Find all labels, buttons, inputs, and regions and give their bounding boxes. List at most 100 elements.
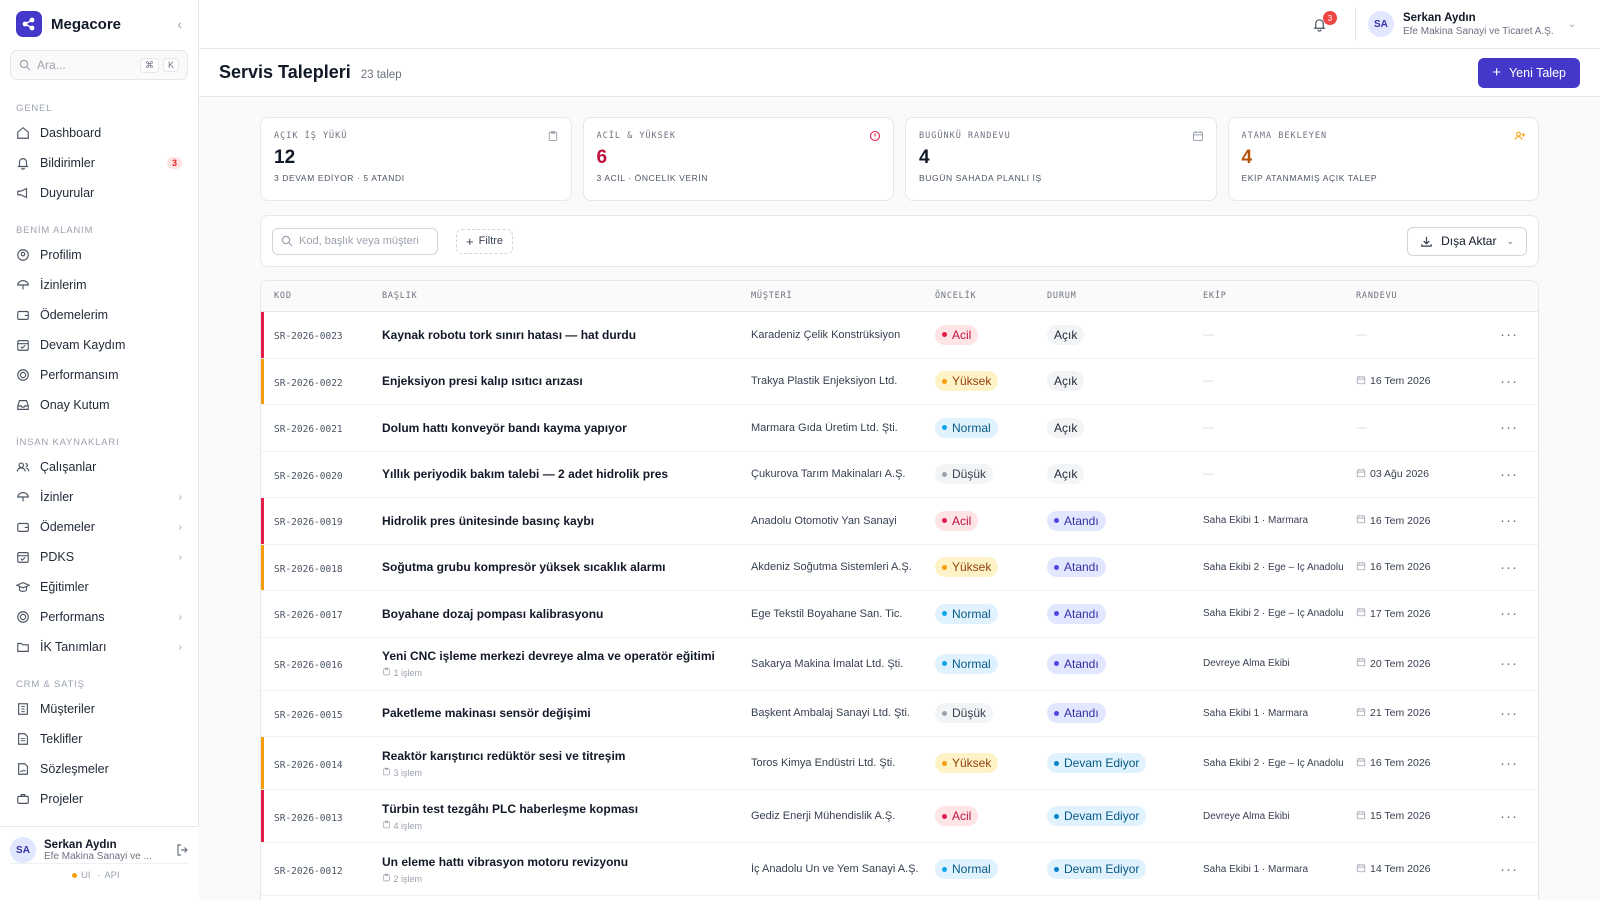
request-title[interactable]: Yeni CNC işleme merkezi devreye alma ve … (382, 649, 715, 663)
table-row[interactable]: SR-2026-0019 Hidrolik pres ünitesinde bas… (261, 498, 1538, 545)
row-actions-icon[interactable]: ··· (1500, 807, 1518, 825)
customer-name: Ege Tekstil Boyahane San. Tic. (751, 607, 903, 620)
sidebar-item[interactable]: Sözleşmeler (0, 754, 198, 784)
request-title[interactable]: Un eleme hattı vibrasyon motoru revizyon… (382, 854, 629, 869)
new-request-button[interactable]: + Yeni Talep (1478, 57, 1580, 88)
calendar-icon (1356, 657, 1370, 670)
request-code[interactable]: SR-2026-0012 (274, 865, 343, 877)
sidebar-item[interactable]: Dashboard (0, 118, 198, 148)
priority-label: Acil (952, 513, 972, 528)
request-title[interactable]: Türbin test tezgâhı PLC haberleşme kopma… (382, 801, 639, 816)
column-header[interactable]: EKİP (1203, 291, 1227, 301)
row-actions-icon[interactable]: ··· (1500, 326, 1518, 344)
column-header[interactable]: BAŞLIK (382, 291, 418, 301)
sidebar-item[interactable]: İK Tanımları › (0, 632, 198, 662)
table-row[interactable]: SR-2026-0022 Enjeksiyon presi kalıp ısıtı… (261, 358, 1538, 405)
row-actions-icon[interactable]: ··· (1500, 372, 1518, 390)
sidebar-item[interactable]: Ödemeler › (0, 512, 198, 542)
collapse-sidebar-chevron-icon[interactable]: ‹ (177, 16, 182, 32)
request-title[interactable]: Kaynak robotu tork sınırı hatası — hat d… (382, 327, 637, 342)
table-row[interactable]: SR-2026-0014 Reaktör karıştırıcı redüktör… (261, 737, 1538, 790)
request-title[interactable]: Boyahane dozaj pompası kalibrasyonu (382, 606, 604, 621)
row-actions-icon[interactable]: ··· (1500, 419, 1518, 437)
sidebar-item[interactable]: Çalışanlar (0, 452, 198, 482)
sidebar-item[interactable]: Profilim (0, 240, 198, 270)
sidebar-item[interactable]: Projeler (0, 784, 198, 814)
row-actions-icon[interactable]: ··· (1500, 655, 1518, 672)
request-title[interactable]: Reaktör karıştırıcı redüktör sesi ve tit… (382, 748, 626, 763)
sidebar-item-label: Projeler (40, 792, 84, 806)
status-label: Açık (1054, 327, 1078, 342)
row-actions-icon[interactable]: ··· (1500, 754, 1518, 772)
request-title[interactable]: Soğutma grubu kompresör yüksek sıcaklık … (382, 560, 666, 575)
sidebar-item[interactable]: Onay Kutum (0, 390, 198, 420)
table-row[interactable]: SR-2026-0023 Kaynak robotu tork sınırı ha… (261, 312, 1538, 359)
request-title[interactable]: Yıllık periyodik bakım talebi — 2 adet h… (382, 467, 669, 482)
logout-icon[interactable] (175, 843, 189, 857)
request-code[interactable]: SR-2026-0013 (274, 812, 343, 824)
sidebar-item[interactable]: Teklifler (0, 724, 198, 754)
request-title[interactable]: Dolum hattı konveyör bandı kayma yapıyor (382, 420, 627, 435)
export-button[interactable]: Dışa Aktar ⌄ (1407, 226, 1527, 256)
request-code[interactable]: SR-2026-0022 (274, 377, 343, 389)
request-code[interactable]: SR-2026-0017 (274, 610, 343, 622)
request-code[interactable]: SR-2026-0016 (274, 660, 343, 671)
table-row[interactable]: SR-2026-0018 Soğutma grubu kompresör yüks… (261, 544, 1538, 591)
notifications-button[interactable]: 3 (1305, 9, 1337, 39)
column-header[interactable]: ÖNCELİK (935, 291, 977, 301)
chevron-right-icon: › (178, 641, 182, 653)
priority-label: Yüksek (952, 374, 992, 389)
sidebar-item[interactable]: Bildirimler 3 (0, 148, 198, 178)
filter-button[interactable]: + Filtre (456, 228, 514, 254)
request-code[interactable]: SR-2026-0014 (274, 759, 343, 771)
table-row[interactable]: SR-2026-0017 Boyahane dozaj pompası kalib… (261, 591, 1538, 638)
user-menu-button[interactable]: SA Serkan Aydın Efe Makina Sanayi ve Tic… (1354, 7, 1576, 41)
row-actions-icon[interactable]: ··· (1500, 558, 1518, 576)
sidebar-item[interactable]: İzinlerim (0, 270, 198, 300)
calendar-icon (1356, 810, 1370, 823)
stat-label: ACİL & YÜKSEK (596, 131, 677, 141)
sidebar-item-label: İK Tanımları (40, 640, 107, 654)
sidebar-item[interactable]: Performans › (0, 602, 198, 632)
request-title[interactable]: Enjeksiyon presi kalıp ısıtıcı arızası (382, 374, 583, 389)
row-actions-icon[interactable]: ··· (1500, 512, 1518, 530)
request-code[interactable]: SR-2026-0018 (274, 563, 343, 575)
table-row[interactable]: SR-2026-0012 Un eleme hattı vibrasyon mot… (261, 843, 1538, 896)
request-code[interactable]: SR-2026-0021 (274, 424, 343, 436)
avatar[interactable]: SA (10, 837, 36, 863)
action-count: 3 işlem (382, 767, 751, 778)
sidebar-item[interactable]: Duyurular (0, 178, 198, 208)
row-actions-icon[interactable]: ··· (1500, 465, 1518, 483)
request-code[interactable]: SR-2026-0023 (274, 331, 343, 343)
table-row[interactable]: SR-2026-0016 Yeni CNC işleme merkezi devr… (261, 638, 1538, 691)
table-row[interactable]: SR-2026-0020 Yıllık periyodik bakım taleb… (261, 452, 1538, 498)
request-code[interactable]: SR-2026-0019 (274, 517, 343, 529)
row-actions-icon[interactable]: ··· (1500, 704, 1518, 722)
column-header[interactable]: KOD (274, 291, 292, 301)
sidebar-item[interactable]: Ödemelerim (0, 300, 198, 330)
table-search-input[interactable]: Kod, başlık veya müşteri (272, 227, 438, 255)
request-title[interactable]: Paketleme makinası sensör değişimi (382, 706, 591, 721)
row-actions-icon[interactable]: ··· (1500, 860, 1518, 878)
table-row[interactable]: SR-2026-0013 Türbin test tezgâhı PLC habe… (261, 790, 1538, 843)
clipboard-icon (382, 767, 391, 778)
sidebar-item-label: İzinlerim (40, 278, 87, 292)
request-code[interactable]: SR-2026-0020 (274, 470, 343, 482)
request-title[interactable]: Hidrolik pres ünitesinde basınç kaybı (382, 513, 595, 528)
table-row[interactable]: SR-2026-0021 Dolum hattı konveyör bandı k… (261, 405, 1538, 452)
stat-value: 12 (274, 147, 296, 168)
row-actions-icon[interactable]: ··· (1500, 605, 1518, 623)
sidebar-item[interactable]: Müşteriler (0, 694, 198, 724)
request-code[interactable]: SR-2026-0015 (274, 709, 343, 721)
sidebar-item[interactable]: PDKS › (0, 542, 198, 572)
column-header[interactable]: RANDEVU (1356, 291, 1398, 301)
sidebar-item[interactable]: İzinler › (0, 482, 198, 512)
sidebar-item[interactable]: Performansım (0, 360, 198, 390)
sidebar-search-input[interactable]: Ara... ⌘ K (10, 50, 188, 80)
column-header[interactable]: MÜŞTERİ (751, 291, 793, 301)
appointment-date-label: 16 Tem 2026 (1370, 514, 1431, 527)
table-row[interactable]: SR-2026-0015 Paketleme makinası sensör de… (261, 691, 1538, 737)
column-header[interactable]: DURUM (1047, 291, 1077, 301)
sidebar-item[interactable]: Devam Kaydım (0, 330, 198, 360)
sidebar-item[interactable]: Eğitimler (0, 572, 198, 602)
